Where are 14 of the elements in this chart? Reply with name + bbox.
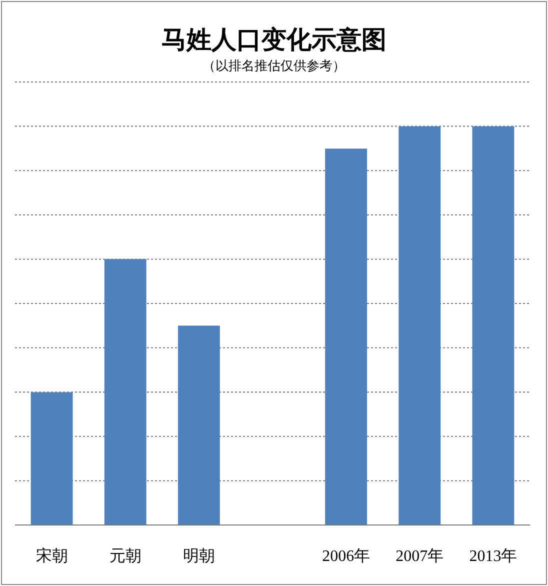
bar — [30, 392, 73, 525]
bar — [472, 126, 514, 525]
x-tick-label: 明朝 — [182, 547, 215, 565]
bar — [104, 259, 146, 525]
bar — [325, 148, 368, 525]
x-tick-label: 宋朝 — [36, 547, 68, 565]
bar — [398, 126, 441, 525]
x-tick-label: 2007年 — [396, 548, 444, 565]
chart-title: 马姓人口变化示意图 — [162, 26, 386, 54]
bar — [178, 326, 220, 525]
x-tick-label: 2013年 — [469, 548, 518, 565]
x-tick-label: 元朝 — [109, 547, 142, 565]
chart-subtitle: （以排名推估仅供参考） — [202, 58, 346, 73]
x-tick-label: 2006年 — [322, 548, 370, 565]
